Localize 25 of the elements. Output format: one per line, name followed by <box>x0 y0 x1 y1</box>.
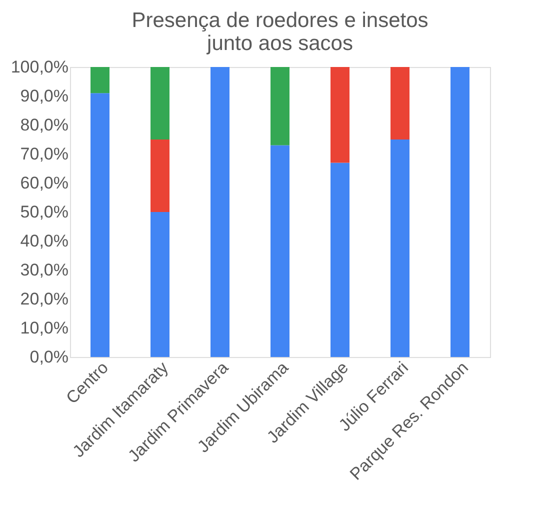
y-tick-label: 80,0% <box>20 116 68 134</box>
bar <box>330 162 350 357</box>
bar <box>90 67 110 94</box>
bar <box>270 145 290 357</box>
y-tick-label: 10,0% <box>20 318 68 338</box>
bar <box>90 93 110 357</box>
bar <box>390 140 410 357</box>
y-tick-label: 100,0% <box>10 58 68 76</box>
chart-title: Presença de roedores e insetos junto aos sacos <box>132 9 428 55</box>
y-tick-label: 70,0% <box>20 144 68 164</box>
y-tick-label: 30,0% <box>20 260 68 280</box>
bar <box>390 67 410 140</box>
y-tick-label: 20,0% <box>20 290 68 308</box>
y-tick-label: 90,0% <box>20 86 68 106</box>
bar <box>330 67 350 163</box>
bar <box>150 212 170 357</box>
bar <box>210 67 230 357</box>
y-tick-label: 0,0% <box>30 348 68 366</box>
bar <box>150 140 170 212</box>
bar <box>450 67 470 357</box>
y-tick-label: 60,0% <box>20 174 68 192</box>
y-tick-label: 50,0% <box>20 202 68 222</box>
bar <box>150 67 170 140</box>
y-tick-label: 40,0% <box>20 232 68 250</box>
bar <box>270 67 290 146</box>
